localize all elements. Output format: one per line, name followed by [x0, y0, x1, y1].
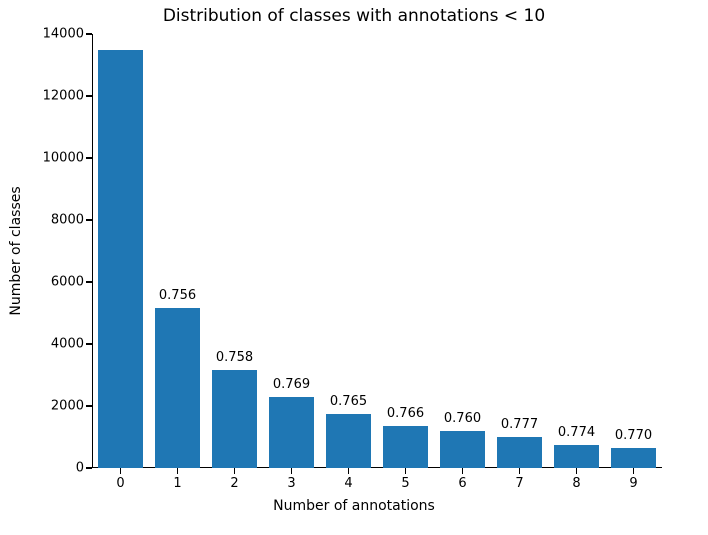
bar [611, 448, 657, 468]
y-axis-label: Number of classes [8, 186, 24, 315]
y-tick-label: 12000 [43, 89, 84, 104]
y-tick-label: 14000 [43, 27, 84, 42]
bar [383, 426, 429, 468]
bar-value-label: 0.774 [558, 425, 595, 440]
bar [155, 308, 201, 468]
x-tick-label: 2 [230, 476, 238, 491]
bar-value-label: 0.777 [501, 417, 538, 432]
x-tick [348, 468, 349, 474]
y-tick [86, 281, 92, 282]
bar-value-label: 0.766 [387, 406, 424, 421]
x-tick-label: 1 [173, 476, 181, 491]
y-tick [86, 467, 92, 468]
y-tick-label: 6000 [51, 275, 84, 290]
bar [98, 50, 144, 469]
bar-value-label: 0.765 [330, 394, 367, 409]
y-tick [86, 95, 92, 96]
x-tick-label: 8 [572, 476, 580, 491]
y-tick-label: 10000 [43, 151, 84, 166]
y-tick [86, 33, 92, 34]
y-tick-label: 4000 [51, 337, 84, 352]
x-axis-label: Number of annotations [0, 498, 708, 514]
bar-value-label: 0.758 [216, 350, 253, 365]
x-tick [291, 468, 292, 474]
y-tick-label: 2000 [51, 399, 84, 414]
y-tick [86, 157, 92, 158]
bar-value-label: 0.756 [159, 288, 196, 303]
bar [440, 431, 486, 468]
x-tick [462, 468, 463, 474]
x-tick-label: 0 [116, 476, 124, 491]
x-tick [519, 468, 520, 474]
bar [269, 397, 315, 468]
x-tick [177, 468, 178, 474]
bar-value-label: 0.769 [273, 377, 310, 392]
x-tick [405, 468, 406, 474]
x-tick [120, 468, 121, 474]
y-tick-label: 0 [76, 461, 84, 476]
y-tick [86, 405, 92, 406]
x-tick [234, 468, 235, 474]
bar [497, 437, 543, 468]
bar [212, 370, 258, 468]
chart-title: Distribution of classes with annotations… [0, 6, 708, 26]
x-tick-label: 7 [515, 476, 523, 491]
x-tick [633, 468, 634, 474]
y-tick [86, 343, 92, 344]
x-tick-label: 5 [401, 476, 409, 491]
bar-value-label: 0.770 [615, 428, 652, 443]
x-tick-label: 6 [458, 476, 466, 491]
x-tick [576, 468, 577, 474]
y-tick-label: 8000 [51, 213, 84, 228]
bar [554, 445, 600, 468]
bar-value-label: 0.760 [444, 411, 481, 426]
y-tick [86, 219, 92, 220]
bar [326, 414, 372, 468]
x-tick-label: 4 [344, 476, 352, 491]
x-tick-label: 9 [629, 476, 637, 491]
x-tick-label: 3 [287, 476, 295, 491]
